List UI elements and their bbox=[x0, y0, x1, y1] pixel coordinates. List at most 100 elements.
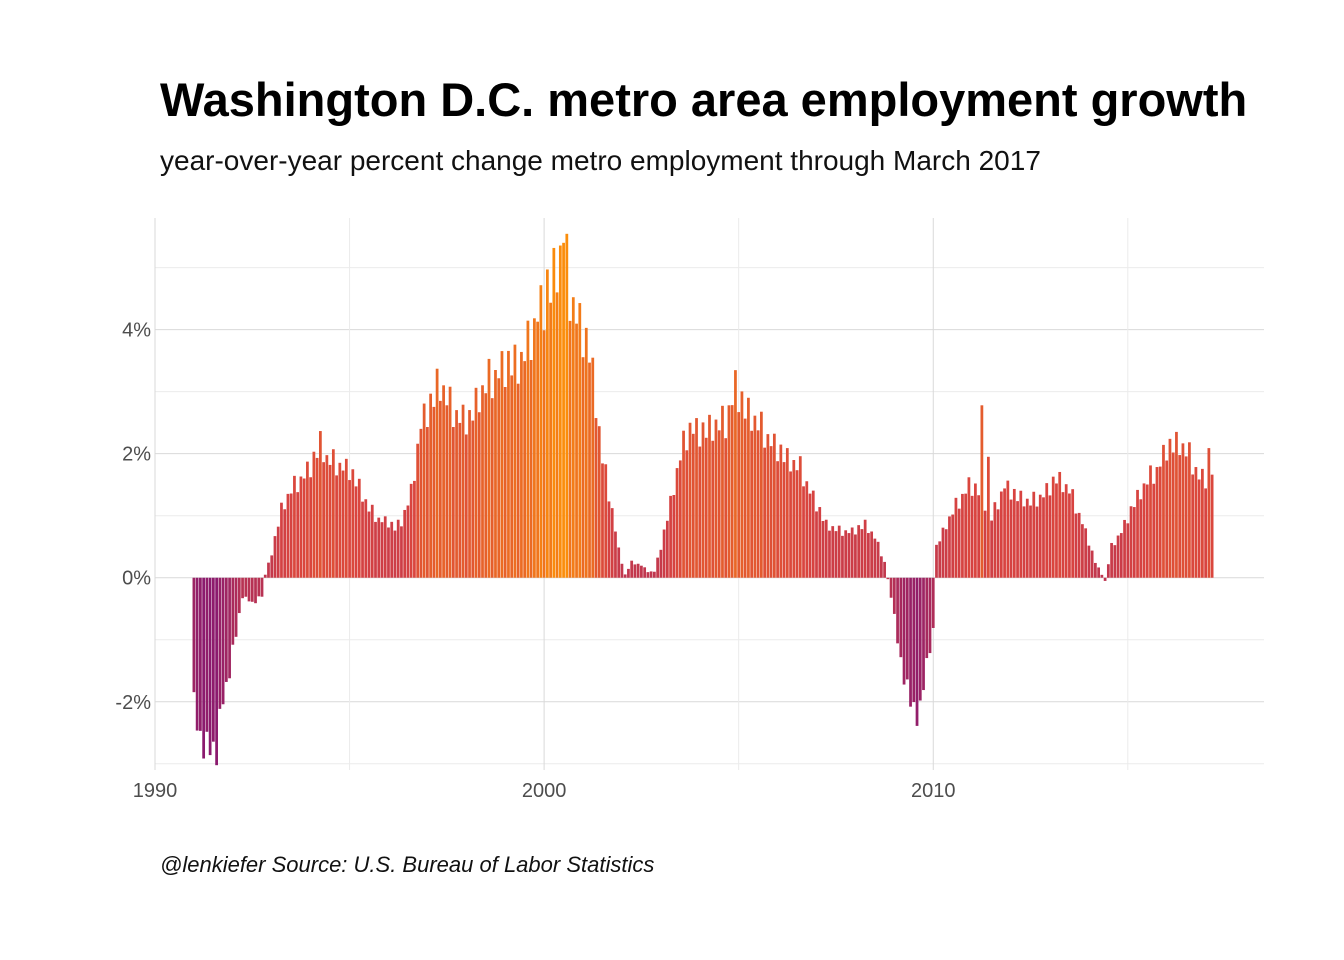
bar bbox=[432, 406, 436, 578]
bar bbox=[416, 443, 420, 578]
bar bbox=[1113, 545, 1117, 578]
bar bbox=[403, 509, 407, 578]
bar bbox=[1139, 499, 1143, 578]
bar bbox=[944, 529, 948, 578]
bar bbox=[361, 501, 364, 578]
bar bbox=[808, 493, 812, 578]
bar bbox=[318, 431, 322, 578]
bar bbox=[1058, 471, 1062, 578]
bar bbox=[588, 362, 591, 578]
bar bbox=[571, 297, 575, 578]
bar bbox=[331, 449, 335, 578]
bar bbox=[435, 368, 439, 578]
bar bbox=[980, 405, 984, 578]
bar bbox=[610, 508, 614, 578]
bar bbox=[1016, 501, 1019, 578]
bar bbox=[338, 462, 342, 578]
bar bbox=[779, 444, 783, 578]
bar bbox=[860, 529, 864, 578]
bar bbox=[568, 320, 572, 578]
bar bbox=[614, 531, 617, 578]
bar bbox=[931, 577, 935, 628]
bar bbox=[623, 574, 627, 578]
bar bbox=[734, 370, 737, 578]
bar bbox=[289, 493, 293, 578]
bar bbox=[970, 495, 974, 578]
x-tick-label: 2000 bbox=[522, 780, 567, 802]
bar bbox=[986, 456, 990, 578]
bar bbox=[1009, 499, 1013, 578]
bar bbox=[442, 385, 445, 578]
bar bbox=[419, 428, 423, 578]
bar bbox=[575, 323, 578, 578]
bar bbox=[231, 577, 235, 645]
bar bbox=[1032, 491, 1036, 578]
bar bbox=[315, 457, 319, 578]
bar bbox=[234, 577, 238, 637]
bar bbox=[899, 577, 903, 658]
bar bbox=[1210, 474, 1214, 578]
bar bbox=[870, 531, 874, 578]
bar bbox=[708, 414, 711, 578]
bar bbox=[351, 469, 355, 578]
bar bbox=[857, 525, 861, 578]
bar bbox=[364, 499, 368, 578]
bar bbox=[199, 577, 202, 731]
bar bbox=[370, 504, 374, 578]
bar bbox=[464, 434, 468, 578]
x-tick-label: 1990 bbox=[133, 780, 178, 802]
bar bbox=[824, 519, 828, 578]
bar bbox=[380, 522, 384, 578]
bar bbox=[785, 448, 789, 578]
bar bbox=[458, 422, 462, 578]
bar bbox=[536, 321, 540, 578]
bar bbox=[250, 577, 254, 602]
bar bbox=[1204, 488, 1208, 578]
bar bbox=[1194, 467, 1198, 578]
bar bbox=[1123, 519, 1126, 578]
bar bbox=[662, 529, 666, 578]
bar bbox=[688, 422, 692, 578]
bar bbox=[302, 478, 306, 578]
bar bbox=[409, 483, 413, 578]
bar bbox=[1119, 533, 1123, 578]
bar bbox=[928, 577, 932, 654]
bar bbox=[273, 536, 277, 578]
bar bbox=[873, 538, 877, 578]
x-axis-labels: 1990 2000 2010 bbox=[133, 780, 956, 802]
bar bbox=[507, 350, 510, 578]
bar bbox=[607, 501, 611, 578]
bar bbox=[247, 577, 251, 602]
bar bbox=[750, 430, 754, 578]
bar bbox=[516, 383, 520, 578]
bar bbox=[828, 530, 831, 578]
bar bbox=[656, 557, 659, 578]
bar bbox=[1178, 455, 1182, 578]
bar bbox=[909, 577, 912, 707]
bar bbox=[309, 477, 313, 578]
bar bbox=[1207, 448, 1211, 578]
bar bbox=[850, 527, 854, 578]
bar bbox=[1006, 480, 1010, 578]
bar bbox=[678, 460, 682, 578]
chart-title: Washington D.C. metro area employment gr… bbox=[160, 73, 1248, 126]
bar bbox=[445, 405, 449, 578]
bar bbox=[730, 405, 734, 578]
bar bbox=[1061, 492, 1065, 578]
bar bbox=[306, 461, 309, 578]
bar bbox=[1129, 506, 1133, 578]
bar bbox=[941, 527, 945, 578]
bar bbox=[545, 269, 549, 578]
bar bbox=[737, 412, 741, 578]
bar bbox=[426, 427, 429, 578]
bar bbox=[523, 361, 527, 578]
bar bbox=[695, 418, 698, 578]
bar bbox=[627, 568, 630, 578]
bar bbox=[672, 495, 676, 578]
bar bbox=[711, 440, 715, 578]
bar bbox=[455, 410, 458, 578]
bar bbox=[902, 577, 906, 685]
y-tick-label: 4% bbox=[122, 320, 151, 342]
bar bbox=[257, 577, 261, 597]
bar bbox=[451, 427, 455, 578]
